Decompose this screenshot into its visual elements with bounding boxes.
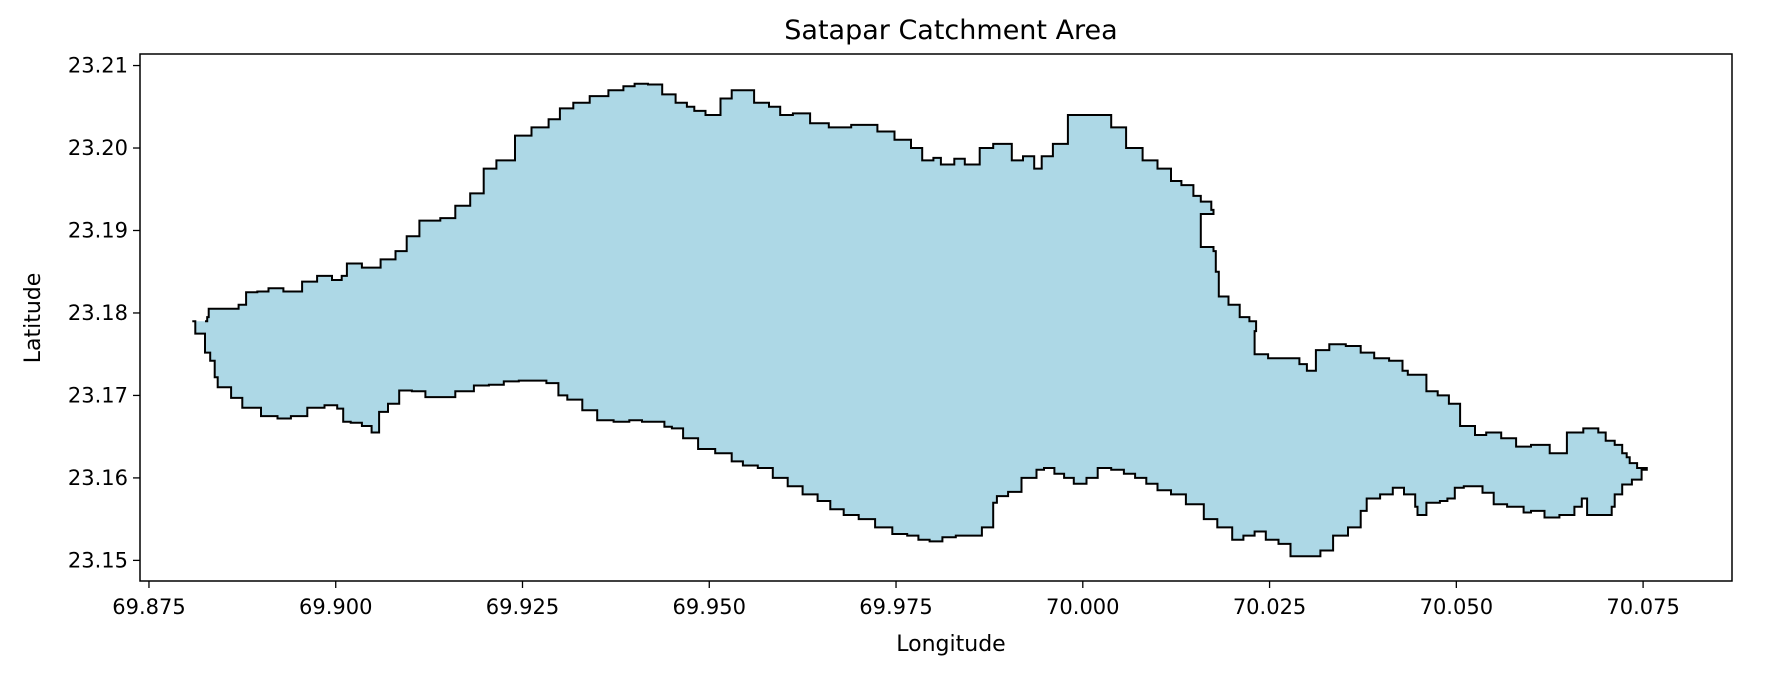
y-tick-label: 23.19 [68,218,128,242]
x-tick-label: 69.925 [486,595,559,619]
catchment-polygon [192,82,1648,558]
y-tick-label: 23.20 [68,136,128,160]
y-tick-label: 23.16 [68,466,128,490]
x-tick-label: 69.950 [673,595,746,619]
x-tick-label: 69.875 [112,595,185,619]
x-tick-label: 70.075 [1606,595,1679,619]
x-tick-label: 70.000 [1046,595,1119,619]
y-tick-label: 23.17 [68,383,128,407]
y-tick-label: 23.21 [68,54,128,78]
chart-title: Satapar Catchment Area [784,15,1117,46]
x-tick-label: 70.050 [1420,595,1493,619]
y-axis-label: Latitude [21,273,46,364]
axes-frame [139,53,1733,582]
y-axis-ticks: 23.15 23.16 23.17 23.18 23.19 23.20 23.21 [68,54,140,572]
x-axis-label: Longitude [896,632,1005,657]
x-tick-label: 69.900 [299,595,372,619]
x-axis-ticks: 69.875 69.900 69.925 69.950 69.975 70.000 70.0… [112,581,1680,619]
x-tick-label: 69.975 [859,595,932,619]
y-tick-label: 23.15 [68,548,128,572]
x-tick-label: 70.025 [1233,595,1306,619]
plot-area [192,82,1648,558]
y-tick-label: 23.18 [68,301,128,325]
